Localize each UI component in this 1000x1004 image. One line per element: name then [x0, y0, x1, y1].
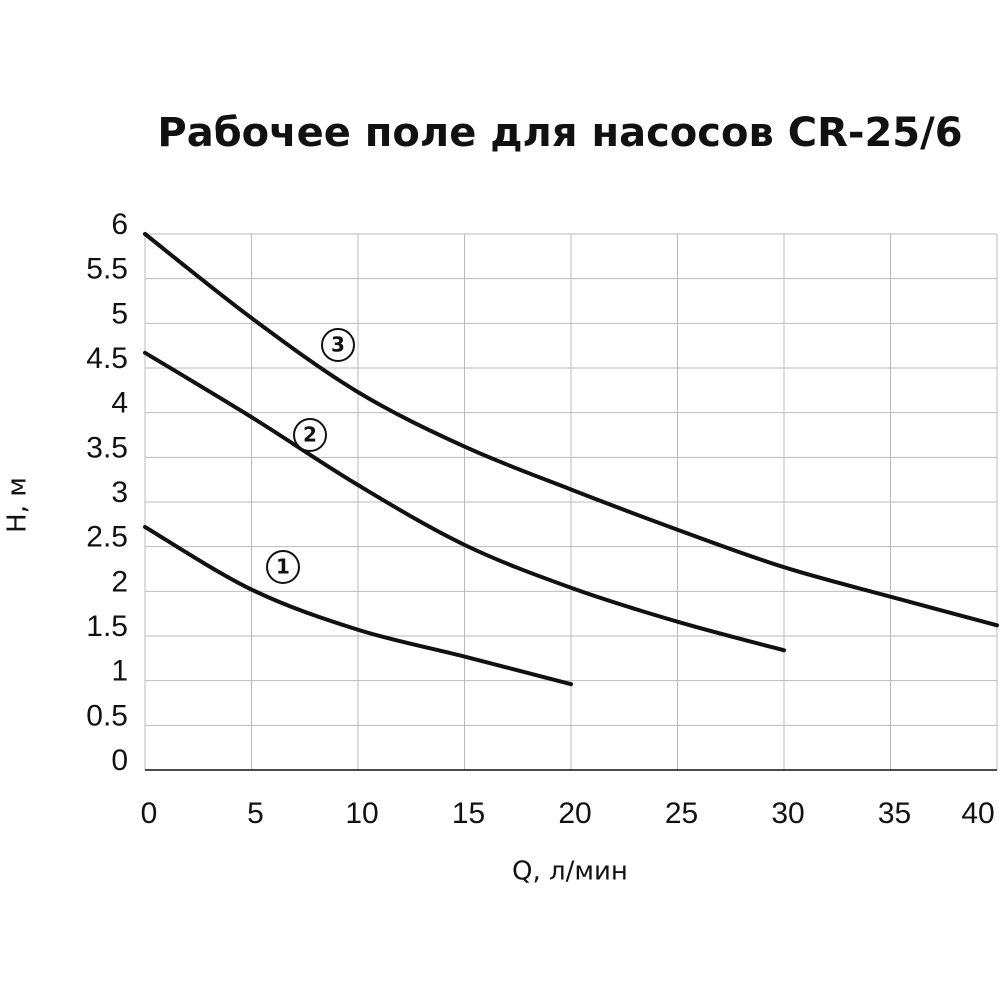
x-tick-label: 5: [247, 797, 264, 830]
x-tick-label: 10: [345, 797, 378, 830]
curve-label: 3: [331, 333, 345, 357]
y-tick-label: 4.5: [86, 342, 128, 375]
y-axis-label: H, м: [3, 477, 33, 533]
y-tick-label: 4: [111, 387, 128, 420]
y-tick-label: 1.5: [86, 610, 128, 643]
y-tick-label: 2.5: [86, 521, 128, 554]
x-axis-label: Q, л/мин: [512, 857, 628, 887]
chart-title: Рабочее поле для насосов CR-25/6: [157, 110, 962, 156]
x-tick-label: 40: [961, 797, 994, 830]
y-tick-label: 0: [111, 744, 128, 777]
y-tick-label: 3: [111, 476, 128, 509]
y-tick-label: 5.5: [86, 253, 128, 286]
curve-label-circle: [293, 418, 327, 452]
curve: [143, 350, 786, 653]
x-tick-label: 20: [558, 797, 591, 830]
curve-label: 1: [276, 555, 290, 579]
y-tick-label: 3.5: [86, 431, 128, 464]
y-tick-label: 1: [111, 655, 128, 688]
x-tick-label: 25: [665, 797, 698, 830]
y-tick-label: 2: [111, 565, 128, 598]
y-tick-label: 0.5: [86, 699, 128, 732]
curve-label-circle: [321, 328, 355, 362]
curve-label-circle: [266, 550, 300, 584]
x-tick-label: 15: [452, 797, 485, 830]
curve: [143, 525, 573, 687]
curve-label: 2: [303, 423, 317, 447]
y-tick-label: 6: [111, 208, 128, 241]
x-tick-label: 35: [878, 797, 911, 830]
x-tick-label: 30: [771, 797, 804, 830]
curve: [143, 232, 999, 628]
y-tick-label: 5: [111, 297, 128, 330]
x-tick-label: 0: [141, 797, 158, 830]
